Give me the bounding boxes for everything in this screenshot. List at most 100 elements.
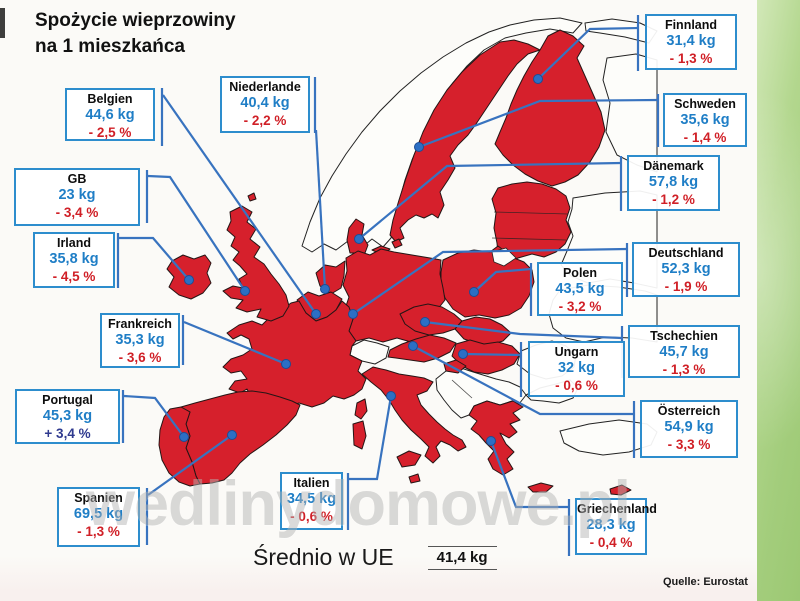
map-anchor-dot-frankreich: [281, 359, 291, 369]
map-island-bornholm: [391, 238, 403, 249]
map-country-uk: [222, 205, 290, 322]
source-credit: Quelle: Eurostat: [663, 576, 748, 588]
callout-finnland: Finnland 31,4 kg - 1,3 %: [645, 14, 737, 70]
callout-line-italien: [348, 395, 393, 481]
country-change: - 3,3 %: [667, 436, 711, 452]
callout-italien: Italien 34,5 kg - 0,6 %: [280, 472, 343, 530]
map-anchor-dot-gb: [240, 286, 250, 296]
callout-polen: Polen 43,5 kg - 3,2 %: [537, 262, 623, 316]
country-value: 32 kg: [557, 360, 596, 377]
callout-line-ungarn: [462, 352, 522, 357]
country-change: - 4,5 %: [52, 268, 96, 284]
eu-average-label: Średnio w UE: [253, 544, 394, 570]
country-value: 35,6 kg: [680, 112, 730, 129]
callout-line-deutschland: [352, 247, 628, 315]
map-country-finland: [494, 29, 606, 187]
country-name: Portugal: [42, 393, 93, 407]
country-name: GB: [67, 172, 87, 186]
callout-tschechien: Tschechien 45,7 kg - 1,3 %: [628, 325, 740, 378]
callout-line-finnland: [537, 26, 639, 80]
country-value: 45,3 kg: [42, 408, 93, 425]
callout-line-irland: [119, 236, 190, 281]
map-country-greece: [468, 400, 524, 476]
country-change: - 0,4 %: [589, 534, 633, 550]
callout-spanien: Spanien 69,5 kg - 1,3 %: [57, 487, 140, 547]
country-value: 35,3 kg: [115, 332, 165, 349]
country-value: 35,8 kg: [49, 251, 99, 268]
map-border-baltics-1: [493, 211, 569, 215]
map-anchor-dot-deutschland: [348, 309, 358, 319]
callout-line-schweden: [418, 98, 659, 149]
map-country-austria: [387, 334, 457, 363]
map-anchor-dot-polen: [469, 287, 479, 297]
callout-deutschland: Deutschland 52,3 kg - 1,9 %: [632, 242, 740, 297]
callout-irland: Irland 35,8 kg - 4,5 %: [33, 232, 115, 288]
country-change: - 3,2 %: [558, 298, 602, 314]
country-value: 40,4 kg: [240, 95, 290, 112]
eu-average: Średnio w UE 41,4 kg: [253, 544, 497, 571]
map-anchor-dot-griechenland: [486, 436, 496, 446]
callout-line-griechenland: [489, 440, 569, 509]
country-value: 45,7 kg: [659, 344, 709, 361]
callout-line-spanien: [147, 434, 233, 496]
country-name: Dänemark: [643, 159, 704, 173]
country-value: 57,8 kg: [648, 174, 699, 191]
country-change: - 1,3 %: [662, 361, 706, 377]
country-change: - 1,4 %: [683, 129, 727, 145]
map-anchor-dot-ungarn: [458, 349, 468, 359]
map-country-sweden: [389, 39, 541, 243]
country-value: 44,6 kg: [85, 107, 135, 124]
map-country-spain: [180, 390, 301, 485]
slide-title-line1: Spożycie wieprzowiny: [35, 10, 236, 31]
country-name: Finnland: [664, 18, 718, 32]
country-name: Belgien: [87, 92, 133, 106]
callout-gb: GB 23 kg - 3,4 %: [14, 168, 140, 226]
callout-oesterreich: Österreich 54,9 kg - 3,3 %: [640, 400, 738, 458]
country-value: 31,4 kg: [666, 33, 716, 50]
map-island-crete: [527, 482, 554, 493]
country-change: - 1,9 %: [664, 278, 708, 294]
callout-niederlande: Niederlande 40,4 kg - 2,2 %: [220, 76, 310, 133]
country-name: Deutschland: [648, 246, 724, 260]
country-name: Frankreich: [108, 317, 172, 331]
callout-connectors: [116, 15, 660, 556]
map-border-baltics-2: [491, 237, 567, 241]
callout-line-tschechien: [424, 320, 623, 340]
country-change: - 3,6 %: [118, 349, 162, 365]
country-value: 69,5 kg: [73, 506, 124, 523]
map-border-balkans: [451, 379, 473, 399]
country-change: - 3,4 %: [55, 204, 99, 220]
country-name: Italien: [293, 476, 330, 490]
country-name: Österreich: [657, 404, 721, 418]
callout-daenemark: Dänemark 57,8 kg - 1,2 %: [627, 155, 720, 211]
country-change: - 2,5 %: [88, 124, 132, 140]
country-name: Niederlande: [229, 80, 301, 94]
map-anchor-dot-italien: [386, 391, 396, 401]
callout-line-frankreich: [183, 320, 287, 366]
map-anchor-dot-daenemark: [354, 234, 364, 244]
map-anchor-dot-niederlande: [320, 284, 330, 294]
map-country-baltics: [491, 181, 572, 265]
map-island-malta: [408, 473, 421, 484]
callout-line-daenemark: [358, 161, 622, 240]
map-anchor-dot-tschechien: [420, 317, 430, 327]
callout-line-polen: [473, 267, 532, 293]
country-change: - 1,3 %: [77, 523, 120, 539]
country-change: - 0,6 %: [290, 508, 333, 524]
country-value: 28,3 kg: [586, 517, 636, 534]
callout-line-oesterreich: [412, 345, 634, 416]
map-country-slovenia: [443, 359, 467, 374]
country-value: 23 kg: [58, 187, 96, 204]
country-name: Ungarn: [554, 345, 599, 359]
country-name: Polen: [562, 266, 598, 280]
country-value: 54,9 kg: [664, 419, 714, 436]
map-island-cyprus: [609, 484, 632, 496]
country-name: Schweden: [674, 97, 736, 111]
callout-ungarn: Ungarn 32 kg - 0,6 %: [528, 341, 625, 397]
map-anchor-dot-belgien: [311, 309, 321, 319]
slide-title-line2: na 1 mieszkańca: [35, 35, 185, 57]
callout-frankreich: Frankreich 35,3 kg - 3,6 %: [100, 313, 180, 368]
map-anchor-dot-irland: [184, 275, 194, 285]
slide-accent-band: [757, 0, 800, 601]
